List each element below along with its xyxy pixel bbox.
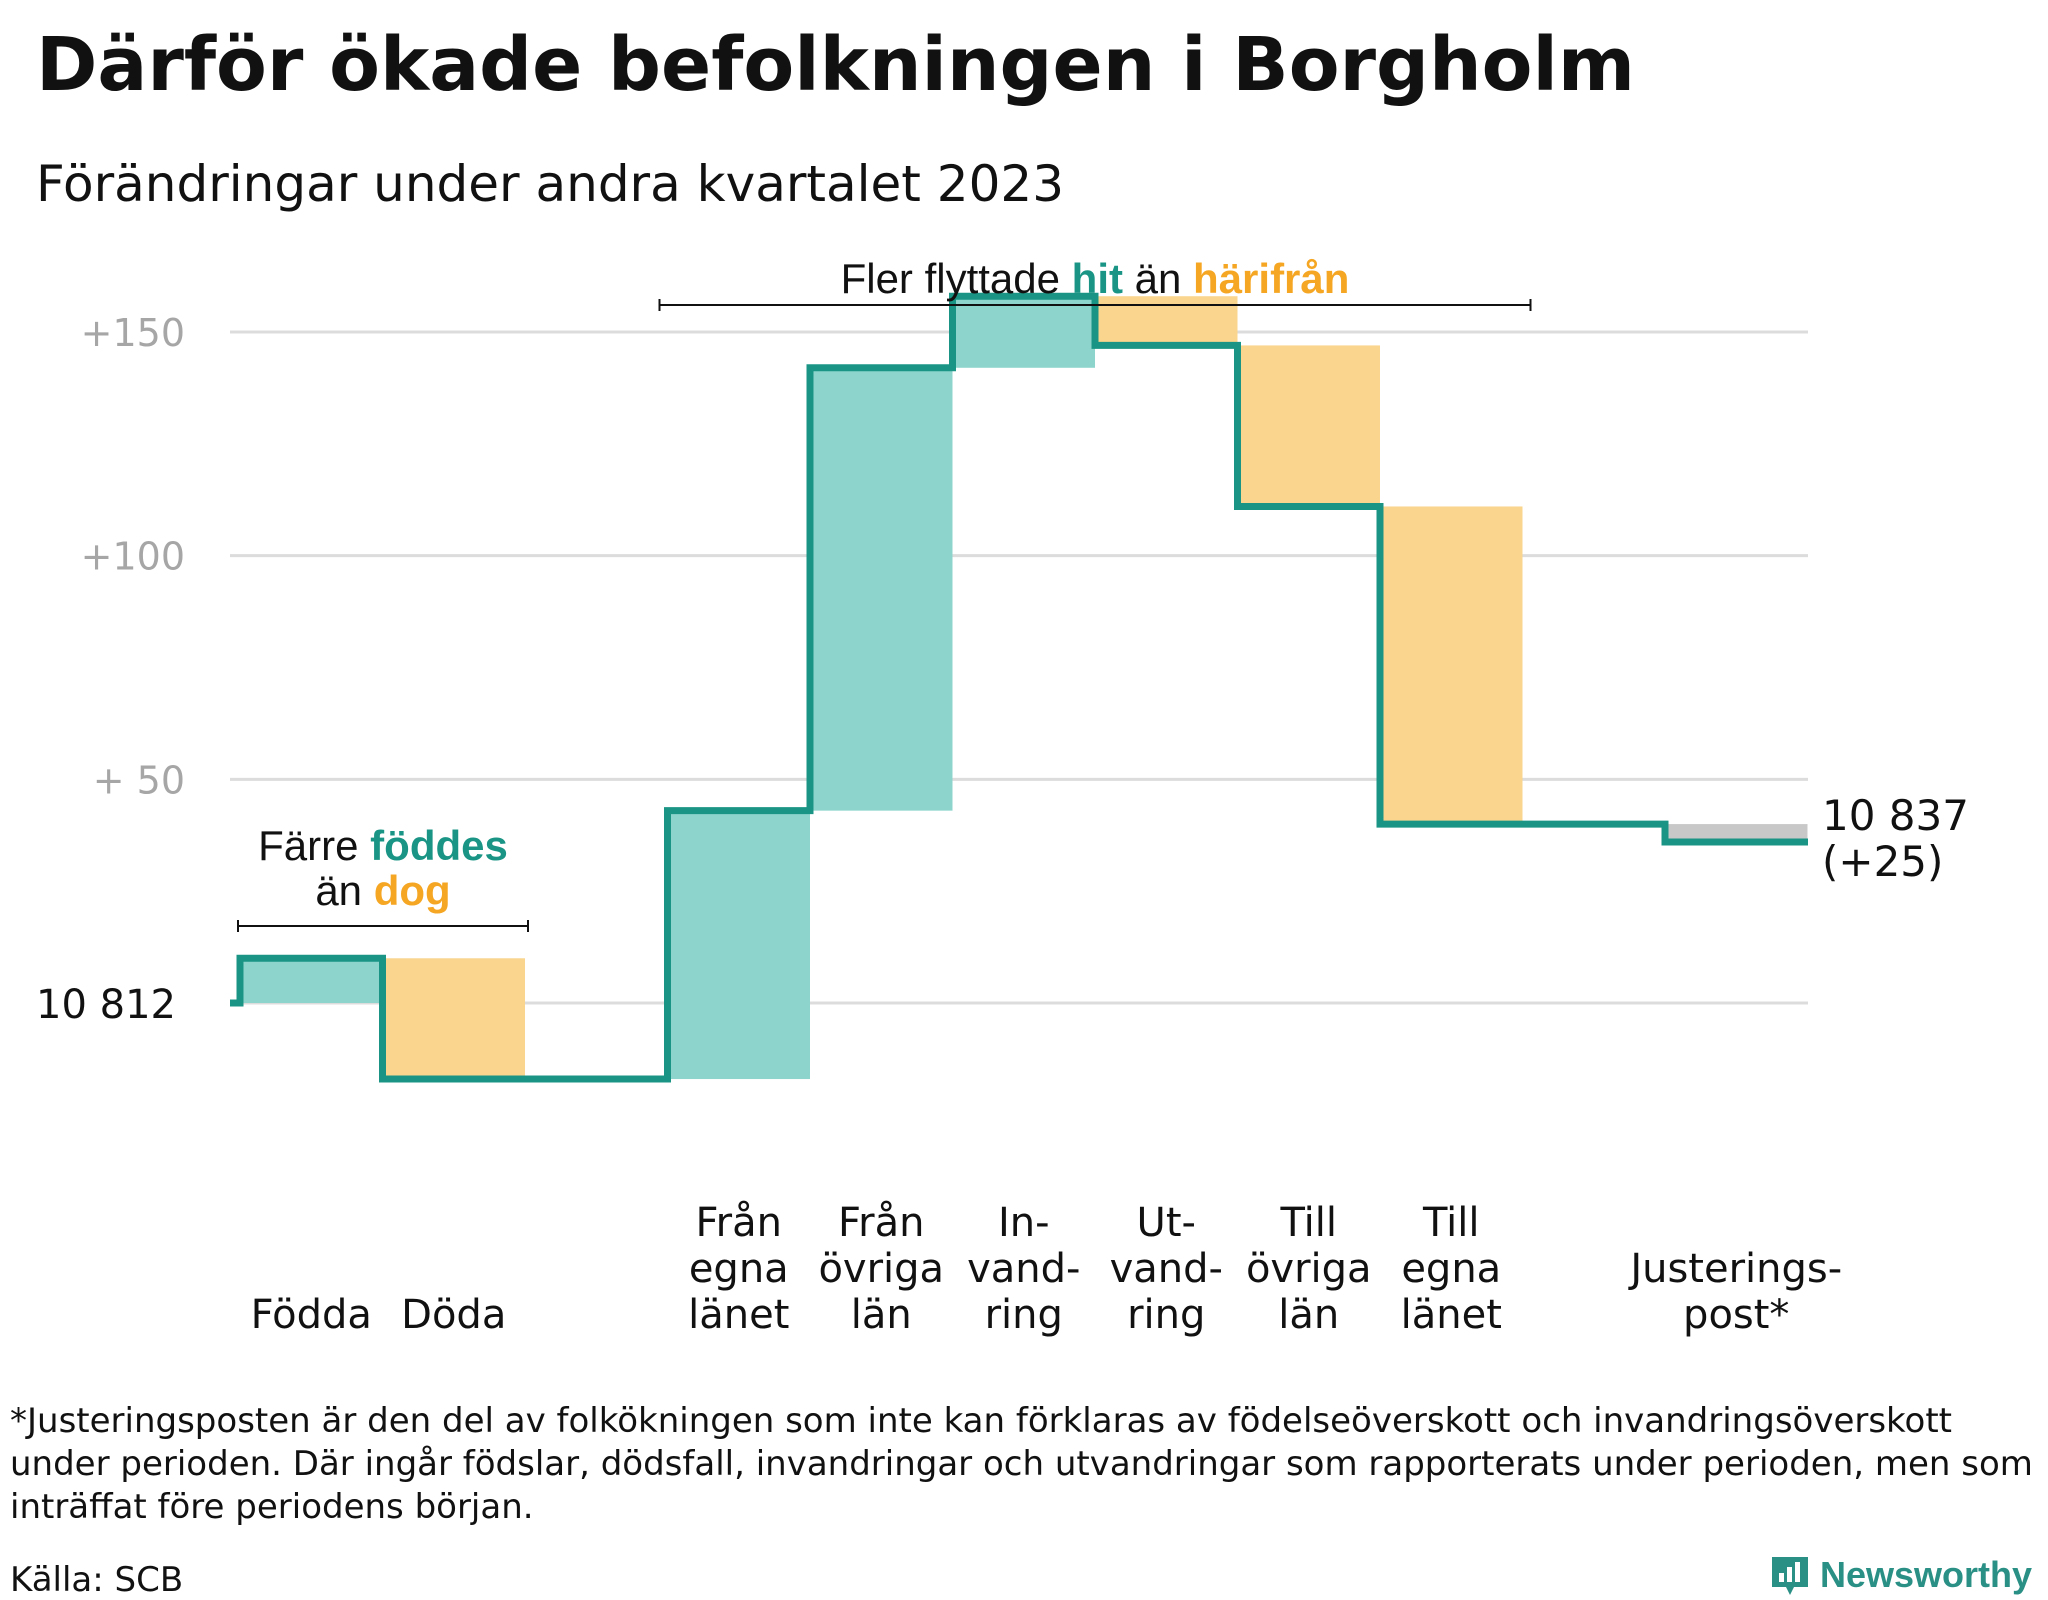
bar <box>1095 296 1238 346</box>
y-tick-label: +150 <box>81 311 185 355</box>
bar <box>1380 506 1523 825</box>
brand-logo[interactable]: Newsworthy <box>1768 1553 2032 1597</box>
annotation-births-line2: än dog <box>315 867 450 914</box>
x-category-label: Till övriga län <box>1246 1200 1372 1338</box>
chart-subtitle: Förändringar under andra kvartalet 2023 <box>36 155 1065 213</box>
newsworthy-logo-icon <box>1772 1557 1808 1595</box>
step-line-layer <box>230 292 1808 1083</box>
bar <box>667 810 810 1080</box>
x-category-label: Justerings-post* <box>1627 1246 1842 1338</box>
x-category-label-line: Ut- <box>1137 1200 1196 1246</box>
x-category-label-line: vand- <box>967 1246 1080 1292</box>
end-value-label: 10 837 <box>1822 791 1969 840</box>
x-category-label-line: egna <box>1401 1246 1501 1292</box>
footnote: *Justeringsposten är den del av folkökni… <box>10 1401 2033 1527</box>
x-category-label-line: Från <box>696 1200 782 1246</box>
annotation-highlight-harifran: härifrån <box>1193 255 1349 302</box>
x-category-label-line: In- <box>998 1200 1050 1246</box>
x-category-label: Döda <box>401 1292 506 1338</box>
y-tick-label: + 50 <box>93 758 185 802</box>
brand-name: Newsworthy <box>1820 1554 2033 1595</box>
bar <box>1665 824 1808 842</box>
annotation-births-line1: Färre föddes <box>258 822 508 869</box>
x-category-label: In-vand-ring <box>967 1200 1080 1338</box>
x-category-label-line: egna <box>689 1246 789 1292</box>
x-category-label-line: Justerings- <box>1627 1246 1842 1292</box>
x-category-label-line: Till <box>1422 1200 1480 1246</box>
x-category-label-line: län <box>1278 1292 1339 1338</box>
source-note: Källa: SCB <box>10 1560 184 1600</box>
x-category-label: Från övriga län <box>818 1200 944 1338</box>
end-change-label: (+25) <box>1822 837 1943 886</box>
annotation-highlight-hit: hit <box>1072 255 1123 302</box>
annotation-text: Fler flyttade <box>841 255 1072 302</box>
x-category-label-line: Födda <box>251 1292 372 1338</box>
annotation-highlight-born: föddes <box>370 822 508 869</box>
x-category-label-line: Från <box>838 1200 924 1246</box>
x-category-label: Ut-vand-ring <box>1110 1200 1223 1338</box>
bar <box>1237 345 1380 507</box>
annotation-migration: Fler flyttade hit än härifrån <box>841 255 1350 302</box>
x-category-label-line: län <box>851 1292 912 1338</box>
bar <box>952 296 1095 368</box>
chart-title: Därför ökade befolkningen i Borgholm <box>36 22 1635 108</box>
annotation-text: än <box>315 867 373 914</box>
bar <box>810 367 953 811</box>
x-category-label-line: övriga <box>1246 1246 1372 1292</box>
x-category-label-line: vand- <box>1110 1246 1223 1292</box>
x-category-label-line: ring <box>985 1292 1063 1338</box>
y-tick-label: +100 <box>81 535 185 579</box>
x-category-label-line: övriga <box>818 1246 944 1292</box>
x-category-label-line: länet <box>688 1292 789 1338</box>
x-category-label-line: post* <box>1683 1292 1789 1338</box>
bar <box>240 958 383 1003</box>
start-value-label: 10 812 <box>36 982 176 1028</box>
x-category-label: Till egna länet <box>1401 1200 1502 1338</box>
bar-layer <box>240 296 1808 1080</box>
annotation-text: än <box>1123 255 1193 302</box>
x-category-label-line: ring <box>1127 1292 1205 1338</box>
x-category-label-line: länet <box>1401 1292 1502 1338</box>
x-category-label: Från egna länet <box>688 1200 789 1338</box>
x-category-label-line: Döda <box>401 1292 506 1338</box>
x-category-label: Födda <box>251 1292 372 1338</box>
annotation-text: Färre <box>258 822 370 869</box>
step-line <box>230 292 1808 1083</box>
bar <box>382 958 525 1080</box>
grid-layer <box>230 330 1808 1005</box>
x-category-label-line: Till <box>1279 1200 1337 1246</box>
annotation-highlight-died: dog <box>374 867 451 914</box>
